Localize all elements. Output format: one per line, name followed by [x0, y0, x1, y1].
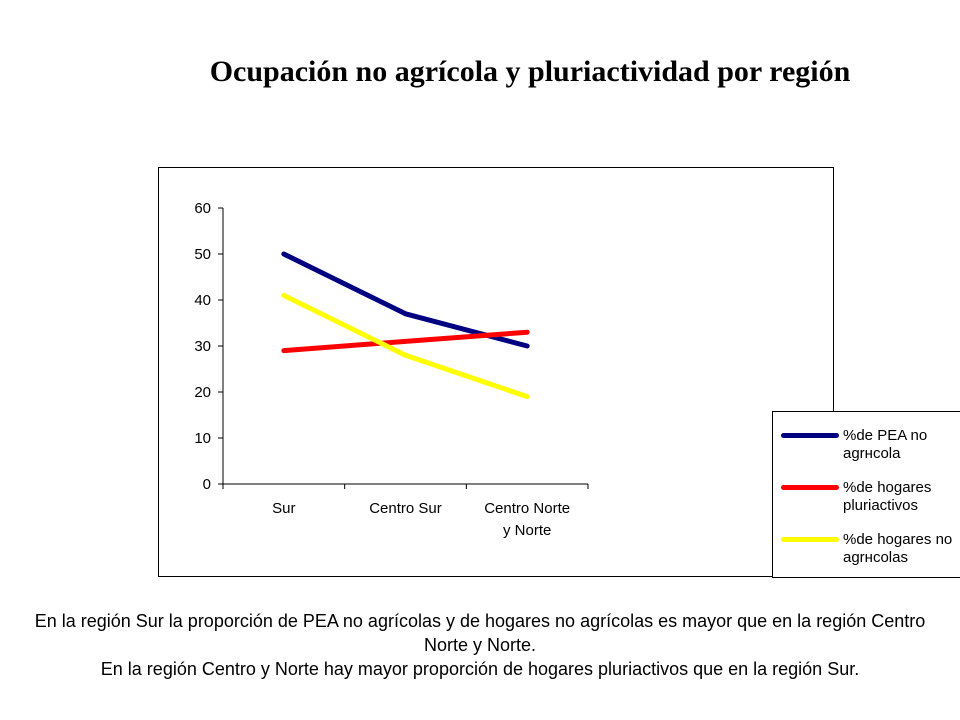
legend-label-line: %de hogares no — [843, 531, 953, 548]
legend-label: %de hogares pluriactivos — [843, 479, 960, 515]
legend-item: %de hogares no agrнcolas — [773, 521, 960, 571]
legend-label-line: %de hogares — [843, 479, 932, 496]
series-line-2 — [281, 329, 530, 354]
legend-swatch — [781, 433, 839, 438]
slide-title: Ocupación no agrícola y pluriactividad p… — [209, 55, 851, 88]
y-tick-label: 40 — [194, 292, 211, 309]
caption-line: En la región Centro y Norte hay mayor pr… — [100, 659, 860, 679]
x-tick-label: Centro Norte y Norte — [484, 500, 570, 539]
x-tick-label-line: Sur — [272, 500, 295, 517]
series-line-3 — [281, 292, 530, 400]
x-tick-label: Centro Sur — [369, 500, 442, 517]
x-tick-label-line: y Norte — [503, 522, 551, 539]
legend-label-line: %de PEA no — [843, 427, 928, 444]
legend-label-line: agrнcolas — [843, 549, 908, 566]
caption-line: En la región Sur la proporción de PEA no… — [34, 611, 926, 655]
y-tick-label: 60 — [194, 200, 211, 217]
y-tick-label: 30 — [194, 338, 211, 355]
slide-caption: En la región Sur la proporción de PEA no… — [20, 609, 940, 681]
chart-legend: %de PEA no agrнcola %de hogares pluriactivo… — [772, 411, 960, 578]
y-tick-label: 0 — [203, 476, 211, 493]
x-tick-label-line: Centro Norte — [484, 500, 570, 517]
legend-label: %de PEA no agrнcola — [843, 427, 960, 463]
x-tick-label: Sur — [272, 500, 295, 517]
y-tick-label: 20 — [194, 384, 211, 401]
legend-label-line: agrнcola — [843, 445, 901, 462]
y-tick-label: 50 — [194, 246, 211, 263]
legend-label: %de hogares no agrнcolas — [843, 531, 960, 567]
legend-item: %de PEA no agrнcola — [773, 417, 960, 467]
x-tick-label-line: Centro Sur — [369, 500, 442, 517]
line-chart: 0 10 20 30 40 50 60 Sur Centro Sur Centro Norte y … — [194, 200, 589, 539]
legend-item: %de hogares pluriactivos — [773, 469, 960, 519]
legend-label-line: pluriactivos — [843, 497, 919, 514]
y-tick-label: 10 — [194, 430, 211, 447]
chart-area: 0 10 20 30 40 50 60 Sur Centro Sur Centro Norte y … — [158, 167, 960, 578]
legend-swatch — [781, 537, 839, 542]
legend-swatch — [781, 485, 839, 490]
series-line-1 — [281, 251, 530, 349]
